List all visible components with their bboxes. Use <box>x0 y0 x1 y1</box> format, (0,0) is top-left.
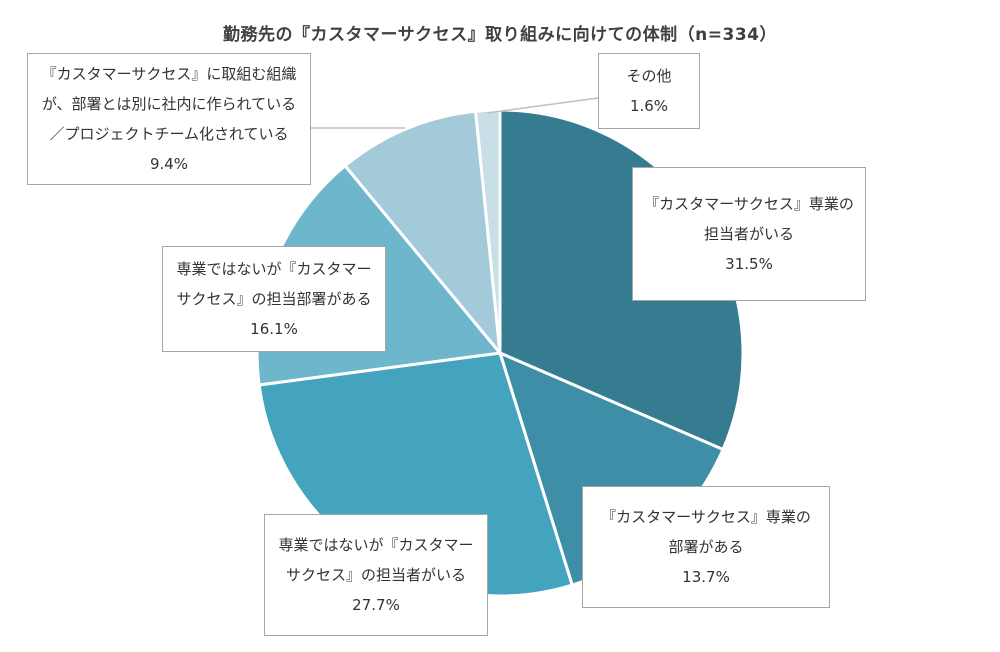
slice-label-box: 『カスタマーサクセス』専業の 部署がある 13.7% <box>582 486 830 608</box>
slice-label-box: 『カスタマーサクセス』に取組む組織 が、部署とは別に社内に作られている ／プロジェク… <box>27 53 311 185</box>
slice-label-box: 専業ではないが『カスタマー サクセス』の担当者がいる 27.7% <box>264 514 488 636</box>
slice-label-box: その他 1.6% <box>598 53 700 129</box>
slice-label-line: サクセス』の担当者がいる <box>285 566 466 584</box>
slice-label-line: 『カスタマーサクセス』専業の <box>644 195 854 213</box>
slice-value-label: 9.4% <box>149 155 189 173</box>
slice-value-label: 27.7% <box>352 596 400 614</box>
slice-value-label: 31.5% <box>725 255 773 273</box>
slice-value-label: 1.6% <box>629 97 669 115</box>
slice-value-label: 16.1% <box>250 320 298 338</box>
slice-label-box: 『カスタマーサクセス』専業の 担当者がいる 31.5% <box>632 167 866 301</box>
chart-title: 勤務先の『カスタマーサクセス』取り組みに向けての体制（n=334） <box>223 25 777 45</box>
slice-label-line: が、部署とは別に社内に作られている <box>41 95 297 113</box>
slice-label-box: 専業ではないが『カスタマー サクセス』の担当部署がある 16.1% <box>162 246 386 352</box>
slice-value-label: 13.7% <box>682 568 730 586</box>
slice-label-line: その他 <box>626 67 672 85</box>
slice-label-line: 専業ではないが『カスタマー <box>176 260 372 278</box>
pie-slice-4 <box>343 109 502 355</box>
slice-label-line: 担当者がいる <box>703 225 794 243</box>
slice-label-line: 専業ではないが『カスタマー <box>278 536 474 554</box>
slice-label-line: サクセス』の担当部署がある <box>176 290 372 308</box>
slice-label-line: 『カスタマーサクセス』に取組む組織 <box>41 65 297 83</box>
slice-label-line: 『カスタマーサクセス』専業の <box>601 508 811 526</box>
pie-slice-5 <box>474 108 502 355</box>
slice-label-line: ／プロジェクトチーム化されている <box>49 125 289 143</box>
leader-line-5 <box>486 97 599 114</box>
slice-label-line: 部署がある <box>668 538 744 556</box>
